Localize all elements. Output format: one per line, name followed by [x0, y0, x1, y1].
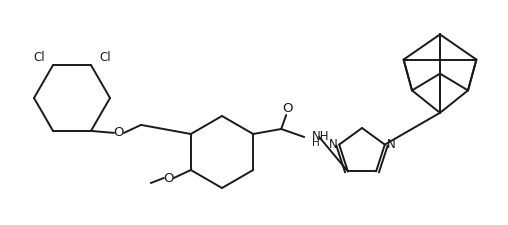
Text: Cl: Cl — [99, 51, 111, 64]
Text: H: H — [312, 138, 320, 148]
Text: N: N — [387, 138, 395, 151]
Text: O: O — [282, 103, 293, 115]
Text: N: N — [329, 138, 337, 151]
Text: Cl: Cl — [33, 51, 45, 64]
Text: NH: NH — [312, 130, 330, 144]
Text: O: O — [164, 171, 174, 184]
Text: O: O — [114, 126, 124, 140]
